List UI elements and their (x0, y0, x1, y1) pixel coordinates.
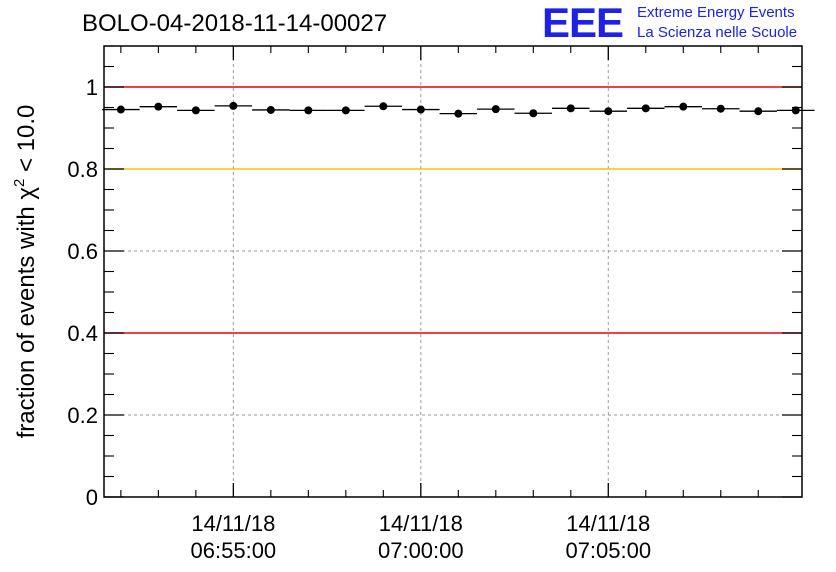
x-tick-label-time: 06:55:00 (191, 538, 277, 563)
data-point (604, 107, 613, 116)
data-point (491, 105, 500, 114)
logo-mark: EEE (542, 0, 624, 46)
data-point (416, 105, 425, 114)
y-tick-label: 0.8 (67, 157, 98, 182)
data-point (191, 106, 200, 115)
tick-labels: 00.20.40.60.8114/11/1806:55:0014/11/1807… (67, 75, 651, 563)
data-point (529, 109, 538, 118)
data-point (341, 106, 350, 115)
y-tick-label: 1 (86, 75, 98, 100)
data-point (754, 107, 763, 116)
y-axis-label: fraction of events with χ2 < 10.0 (11, 105, 40, 439)
data-point (304, 106, 313, 115)
data-series (102, 101, 815, 118)
data-point (716, 104, 725, 113)
data-point (266, 105, 275, 114)
x-tick-label-time: 07:00:00 (378, 538, 464, 563)
run-title: BOLO-04-2018-11-14-00027 (82, 10, 388, 37)
data-point (566, 104, 575, 113)
data-point (454, 109, 463, 118)
y-axis-label-threshold: < 10.0 (13, 105, 40, 179)
y-axis-label-main: fraction of events with χ (13, 187, 40, 439)
y-tick-label: 0.2 (67, 403, 98, 428)
data-point (154, 102, 163, 111)
y-axis-label-superscript: 2 (11, 179, 28, 187)
reference-lines (104, 86, 802, 334)
x-tick-label-date: 14/11/18 (379, 511, 463, 536)
x-tick-label-date: 14/11/18 (191, 511, 275, 536)
logo-tagline-1: Extreme Energy Events (637, 4, 795, 21)
y-tick-label: 0.6 (67, 239, 98, 264)
x-tick-label-time: 07:05:00 (565, 538, 651, 563)
y-tick-label: 0.4 (67, 321, 98, 346)
y-tick-label: 0 (86, 485, 98, 510)
data-point (641, 104, 650, 113)
eee-logo: EEE Extreme Energy Events La Scienza nel… (542, 0, 834, 46)
axis-ticks (104, 45, 802, 498)
data-point (379, 102, 388, 111)
logo-tagline-2: La Scienza nelle Scuole (637, 24, 798, 41)
x-tick-label-date: 14/11/18 (566, 511, 650, 536)
data-point (116, 105, 125, 114)
data-point (229, 101, 238, 110)
data-point (791, 106, 800, 115)
data-point (679, 102, 688, 111)
